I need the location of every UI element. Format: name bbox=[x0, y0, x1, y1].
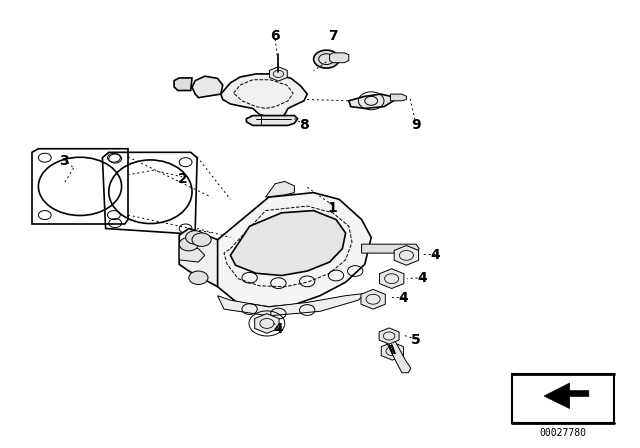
Circle shape bbox=[189, 271, 208, 284]
Polygon shape bbox=[390, 94, 406, 101]
Text: 7: 7 bbox=[328, 29, 338, 43]
Text: 8: 8 bbox=[299, 118, 309, 133]
Circle shape bbox=[314, 50, 339, 68]
Text: 4: 4 bbox=[417, 271, 428, 285]
Polygon shape bbox=[362, 244, 419, 253]
Text: 3: 3 bbox=[59, 154, 69, 168]
Polygon shape bbox=[381, 342, 403, 360]
Polygon shape bbox=[330, 53, 349, 63]
Polygon shape bbox=[179, 228, 218, 287]
Polygon shape bbox=[380, 269, 404, 289]
Polygon shape bbox=[544, 383, 589, 409]
Text: 00027780: 00027780 bbox=[540, 428, 587, 438]
Bar bbox=[512, 374, 614, 423]
Polygon shape bbox=[174, 78, 192, 90]
Polygon shape bbox=[269, 67, 287, 81]
Polygon shape bbox=[349, 94, 394, 108]
Circle shape bbox=[192, 233, 211, 246]
Polygon shape bbox=[255, 314, 279, 333]
Polygon shape bbox=[246, 116, 298, 125]
Polygon shape bbox=[394, 246, 419, 265]
Polygon shape bbox=[211, 193, 371, 307]
Polygon shape bbox=[379, 328, 399, 344]
Polygon shape bbox=[361, 289, 385, 309]
Polygon shape bbox=[221, 74, 307, 117]
Text: 4: 4 bbox=[273, 322, 284, 336]
Polygon shape bbox=[383, 340, 411, 373]
Circle shape bbox=[179, 237, 198, 251]
Text: 4: 4 bbox=[398, 291, 408, 305]
Text: 5: 5 bbox=[411, 333, 421, 348]
Text: 4: 4 bbox=[430, 248, 440, 263]
Polygon shape bbox=[179, 246, 205, 262]
Text: 9: 9 bbox=[411, 118, 421, 133]
Polygon shape bbox=[230, 211, 346, 276]
Polygon shape bbox=[192, 76, 223, 98]
Circle shape bbox=[186, 231, 205, 244]
Text: 2: 2 bbox=[177, 172, 188, 186]
Text: 6: 6 bbox=[270, 29, 280, 43]
Polygon shape bbox=[266, 181, 294, 197]
Text: 1: 1 bbox=[328, 201, 338, 215]
Polygon shape bbox=[218, 293, 365, 316]
